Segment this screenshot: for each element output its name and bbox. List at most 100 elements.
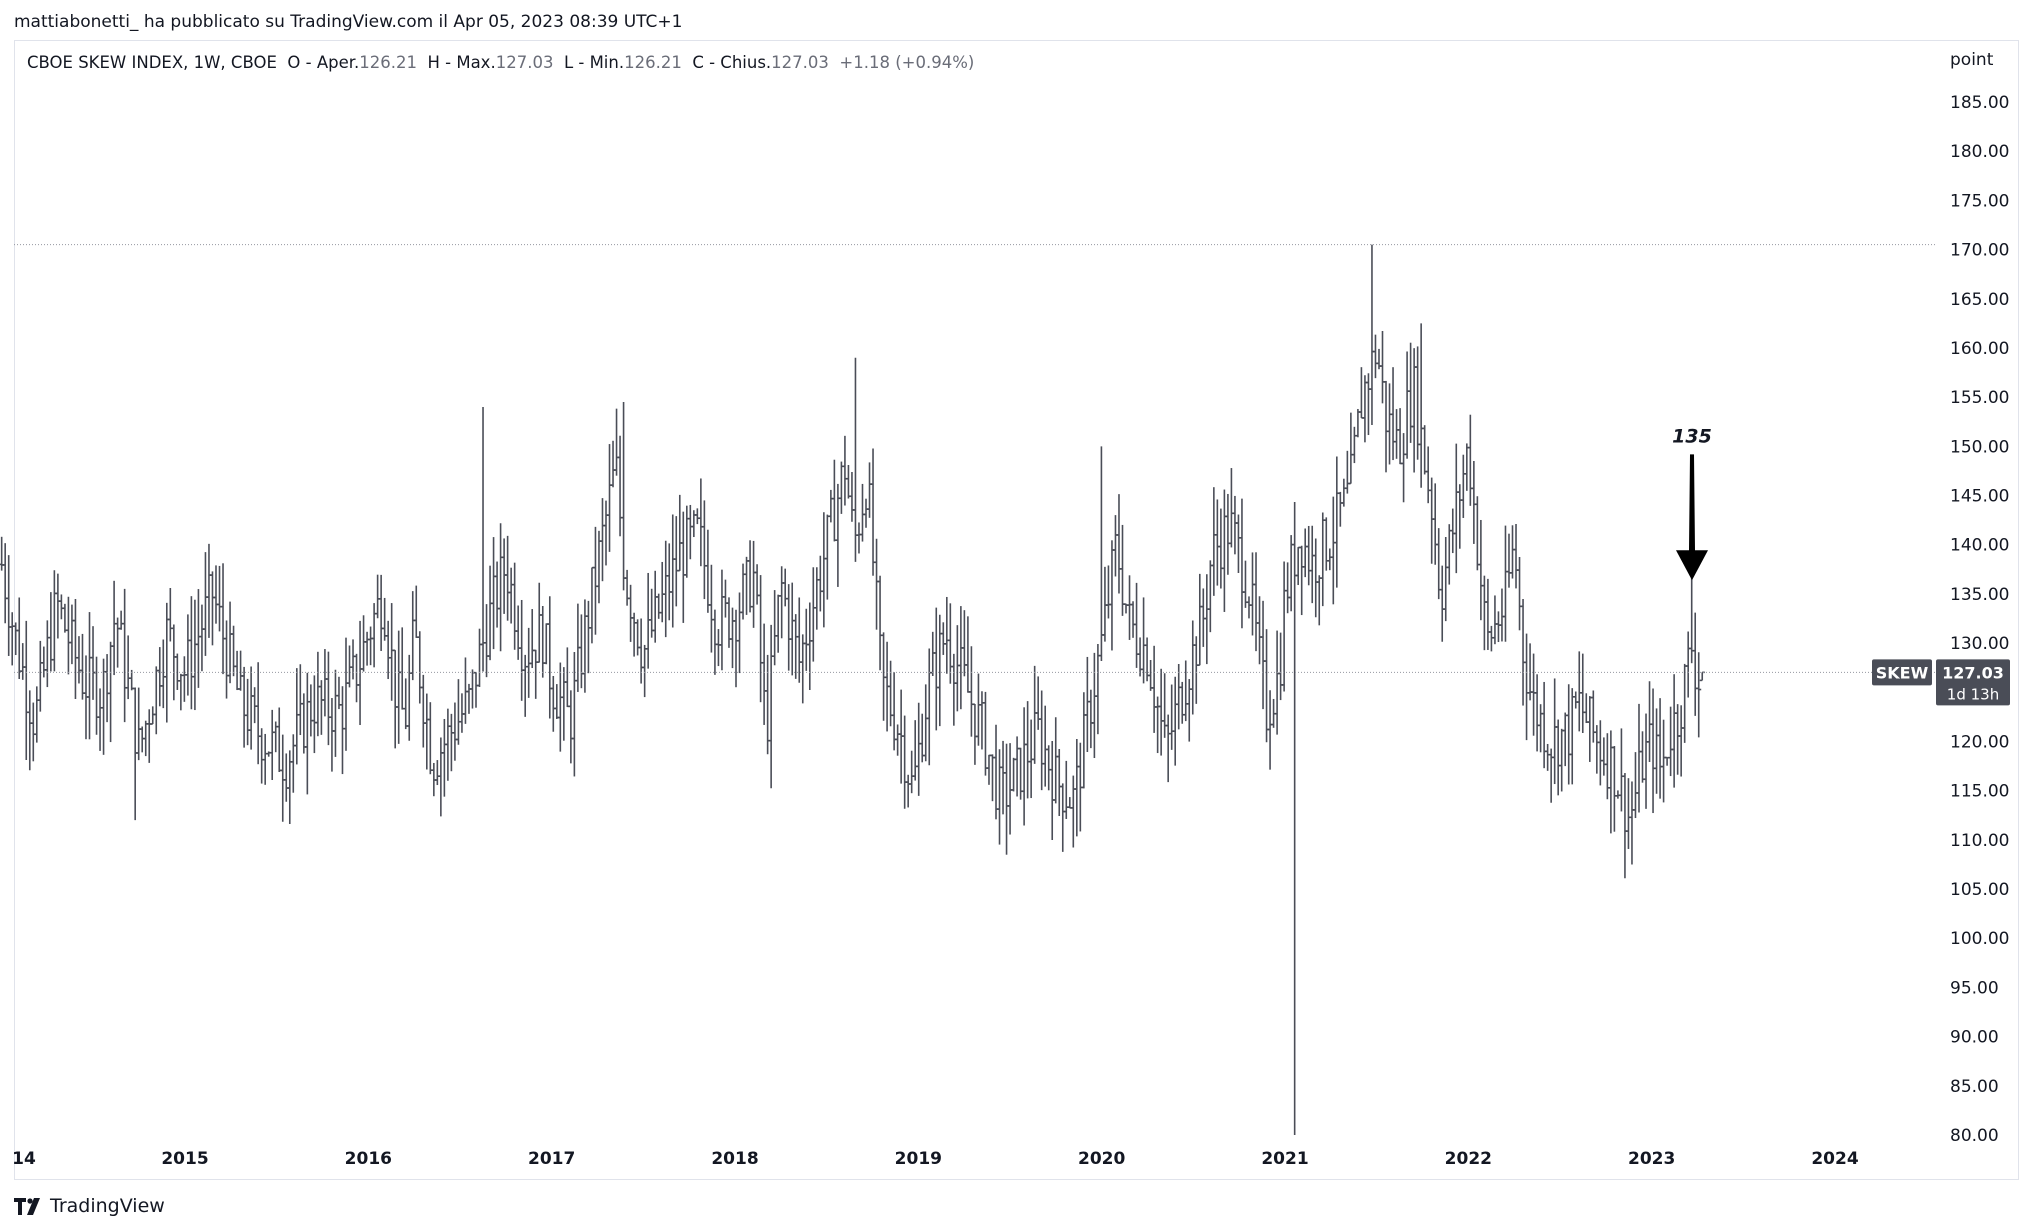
ohlc-bar — [238, 650, 244, 691]
ohlc-bar — [385, 620, 391, 680]
ohlc-bar — [800, 634, 806, 704]
ohlc-bar — [259, 728, 265, 784]
ohlc-bar — [1355, 408, 1361, 438]
ohlc-bar — [1151, 645, 1157, 733]
ohlc-bar — [877, 575, 883, 671]
price-tick-label: 100.00 — [1950, 929, 2009, 949]
ohlc-bar — [1506, 533, 1512, 588]
footer-brand[interactable]: TradingView — [14, 1195, 165, 1217]
ohlc-bar — [276, 707, 282, 772]
ohlc-bar — [540, 605, 546, 678]
ohlc-bar — [16, 597, 22, 679]
ohlc-bar — [448, 713, 454, 772]
ohlc-bar — [923, 684, 929, 762]
ohlc-bar — [248, 666, 254, 750]
ohlc-bar — [1580, 653, 1586, 733]
legend-change: +1.18 (+0.94%) — [839, 53, 975, 72]
ohlc-bar — [122, 588, 128, 723]
ohlc-bar — [652, 570, 658, 643]
ohlc-bar — [684, 505, 690, 578]
ohlc-bar — [972, 703, 978, 765]
ohlc-bar — [1000, 740, 1006, 815]
ohlc-bar — [1436, 528, 1442, 600]
ohlc-bar — [902, 715, 908, 809]
ohlc-bar — [136, 687, 142, 761]
ohlc-bar — [1053, 717, 1059, 804]
symbol-legend: CBOE SKEW INDEX, 1W, CBOE O - Aper.126.2… — [27, 53, 974, 72]
ohlc-bar — [1253, 552, 1259, 652]
ohlc-bar — [1176, 663, 1182, 730]
ohlc-bar — [1640, 731, 1646, 783]
ohlc-bar — [311, 675, 317, 754]
ohlc-bar — [1471, 460, 1477, 544]
ohlc-bar — [1218, 508, 1224, 589]
ohlc-bar — [1362, 375, 1368, 443]
ohlc-bar — [968, 646, 974, 737]
ohlc-bar — [677, 494, 683, 572]
ohlc-bar — [241, 666, 247, 748]
ohlc-bar — [1622, 773, 1628, 879]
ohlc-bar — [536, 582, 542, 663]
ohlc-bar — [1524, 633, 1530, 741]
ohlc-bar — [628, 584, 634, 642]
ohlc-bar — [1625, 778, 1631, 849]
ohlc-bar — [6, 555, 12, 656]
legend-symbol[interactable]: CBOE SKEW INDEX, 1W, CBOE — [27, 53, 277, 72]
time-tick-label: 2015 — [161, 1149, 208, 1169]
ohlc-chart[interactable]: point 185.00 180.00 175.00 170.00 165.00 160.0… — [0, 0, 2031, 1185]
ohlc-bar — [181, 656, 187, 702]
ohlc-bar — [1204, 574, 1210, 665]
ohlc-bar — [708, 564, 714, 653]
ohlc-bar — [1559, 728, 1565, 792]
ohlc-bar — [343, 637, 349, 751]
ohlc-bar — [958, 606, 964, 710]
ohlc-bar — [350, 639, 356, 680]
price-tick-label: 140.00 — [1950, 536, 2009, 556]
ohlc-bar — [339, 686, 345, 775]
ohlc-bar — [845, 464, 851, 499]
ohlc-bar — [452, 702, 458, 761]
ohlc-bar — [1337, 491, 1343, 527]
ohlc-bar — [1590, 690, 1596, 743]
ohlc-bar — [378, 574, 384, 651]
ohlc-bar — [9, 612, 15, 666]
ohlc-bar — [673, 516, 679, 607]
ohlc-bar — [480, 406, 486, 672]
ohlc-bar — [585, 600, 591, 674]
ohlc-bar — [621, 402, 627, 591]
ohlc-bar — [821, 512, 827, 628]
ohlc-bar — [751, 540, 757, 628]
ohlc-bar — [206, 543, 212, 638]
ohlc-bar — [1443, 536, 1449, 622]
ohlc-bar — [779, 566, 785, 639]
ohlc-bar — [663, 540, 669, 638]
ohlc-bar — [550, 676, 556, 732]
ohlc-bar — [954, 625, 960, 712]
ohlc-bar — [1531, 653, 1537, 736]
countdown-label: 1d 13h — [1947, 685, 1999, 703]
ohlc-bar — [72, 598, 78, 699]
ohlc-bar — [445, 708, 451, 781]
ohlc-bar — [989, 754, 995, 802]
ohlc-bar — [533, 649, 539, 699]
ohlc-bar — [775, 594, 781, 653]
ohlc-bar — [1488, 625, 1494, 652]
ohlc-bar — [76, 636, 82, 684]
ohlc-bar — [20, 643, 26, 680]
ohlc-bar — [58, 594, 64, 620]
ohlc-bar — [1320, 512, 1326, 607]
ohlc-bar — [1127, 575, 1133, 640]
ohlc-bar — [129, 669, 135, 691]
price-axis-unit: point — [1950, 50, 1994, 70]
ohlc-bar — [1032, 665, 1038, 764]
ohlc-bar — [789, 582, 795, 676]
ohlc-bar — [1155, 696, 1161, 754]
chart-frame[interactable] — [14, 40, 2019, 1180]
legend-high-value: 127.03 — [495, 53, 554, 72]
ohlc-bar — [1257, 596, 1263, 665]
ohlc-bar — [1682, 663, 1688, 743]
time-tick-label: 2023 — [1628, 1149, 1675, 1169]
ohlc-bar — [786, 584, 792, 671]
ohlc-bar — [993, 724, 999, 820]
price-tag-group: SKEW 127.03 1d 13h — [1872, 659, 2010, 706]
